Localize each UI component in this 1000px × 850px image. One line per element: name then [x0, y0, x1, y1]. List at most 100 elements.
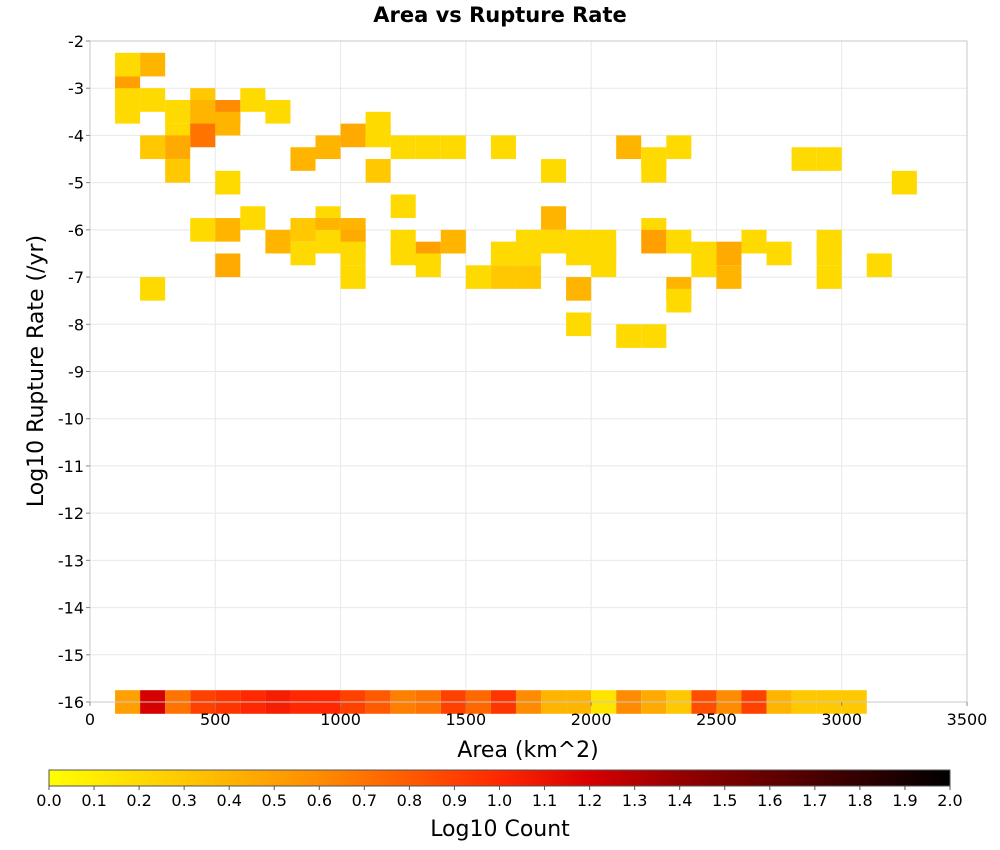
heatmap-cell	[566, 277, 592, 301]
heatmap-cell	[190, 218, 216, 242]
y-tick-label: -8	[68, 315, 84, 334]
heatmap-cell	[515, 241, 542, 266]
x-tick-label: 2500	[696, 710, 737, 729]
heatmap-cell	[215, 111, 241, 136]
colorbar-tick-label: 0.5	[262, 791, 287, 810]
colorbar-label: Log10 Count	[430, 817, 570, 842]
y-tick-label: -14	[58, 599, 84, 618]
colorbar-tick-label: 1.0	[487, 791, 512, 810]
heatmap-cell	[365, 159, 391, 183]
colorbar-tick-label: 1.8	[847, 791, 872, 810]
heatmap-cell	[566, 241, 592, 266]
heatmap-cell	[816, 147, 842, 171]
colorbar-tick-label: 0.4	[216, 791, 241, 810]
heatmap-cell	[440, 135, 466, 160]
heatmap-cell	[666, 135, 692, 160]
y-tick-label: -7	[68, 268, 84, 287]
y-tick-label: -15	[58, 646, 84, 665]
heatmap-cell	[741, 229, 767, 254]
y-tick-label: -4	[68, 126, 84, 145]
heatmap-cell	[641, 159, 667, 183]
y-axis-label: Log10 Rupture Rate (/yr)	[24, 235, 49, 507]
heatmap-cell	[816, 241, 842, 266]
x-axis-ticks: 0 500 1000 1500 2000 2500 3000 3500	[85, 702, 987, 729]
heatmap-cell	[490, 135, 516, 160]
heatmap-cells	[115, 52, 917, 714]
colorbar-tick-label: 0.8	[397, 791, 422, 810]
chart-title: Area vs Rupture Rate	[373, 3, 627, 27]
heatmap-cell	[340, 123, 366, 148]
colorbar-tick-label: 0.2	[126, 791, 151, 810]
colorbar-tick-label: 0.0	[36, 791, 61, 810]
x-axis-label: Area (km^2)	[457, 738, 598, 763]
x-tick-label: 0	[85, 710, 95, 729]
heatmap-cell	[115, 100, 141, 124]
heatmap-cell	[390, 241, 416, 266]
heatmap-cell	[165, 159, 191, 183]
colorbar-tick-label: 1.4	[667, 791, 692, 810]
heatmap-cell	[115, 52, 141, 77]
heatmap-cell	[541, 206, 567, 230]
heatmap-cell	[891, 170, 917, 195]
heatmap-cell	[515, 265, 542, 289]
grid-lines	[89, 40, 968, 703]
y-tick-label: -16	[58, 693, 84, 712]
heatmap-cell	[215, 253, 241, 278]
heatmap-cell	[766, 241, 792, 266]
y-axis-ticks: -2 -3 -4 -5 -6 -7 -8 -9 -10 -11 -12 -13 -14 -15 -16	[58, 32, 90, 712]
y-tick-label: -11	[58, 457, 84, 476]
heatmap-cell	[616, 135, 642, 160]
heatmap-cell	[465, 265, 491, 289]
heatmap-cell	[290, 218, 316, 242]
heatmap-cell	[616, 324, 642, 348]
heatmap-cell	[365, 123, 391, 148]
colorbar-tick-label: 0.7	[352, 791, 377, 810]
heatmap-cell	[215, 170, 241, 195]
y-tick-label: -13	[58, 551, 84, 570]
colorbar-tick-label: 0.3	[171, 791, 196, 810]
heatmap-cell	[165, 135, 191, 160]
colorbar-tick-label: 1.3	[622, 791, 647, 810]
y-tick-label: -2	[68, 32, 84, 51]
colorbar-tick-label: 1.9	[892, 791, 917, 810]
heatmap-cell	[716, 265, 742, 289]
heatmap-cell	[340, 241, 366, 266]
x-tick-label: 2000	[571, 710, 612, 729]
colorbar-tick-label: 1.7	[802, 791, 827, 810]
colorbar	[48, 769, 951, 787]
y-tick-label: -3	[68, 79, 84, 98]
heatmap-cell	[265, 229, 291, 254]
heatmap-cell	[791, 147, 817, 171]
y-tick-label: -6	[68, 221, 84, 240]
x-tick-label: 1500	[445, 710, 486, 729]
heatmap-cell	[165, 100, 191, 124]
y-tick-label: -5	[68, 174, 84, 193]
heatmap-cell	[390, 135, 416, 160]
heatmap-cell	[340, 265, 366, 289]
heatmap-cell	[190, 123, 216, 148]
y-tick-label: -10	[58, 410, 84, 429]
heatmap-cell	[591, 253, 617, 278]
y-tick-label: -9	[68, 363, 84, 382]
heatmap-cell	[415, 253, 441, 278]
heatmap-cell	[666, 288, 692, 313]
heatmap-cell	[240, 206, 266, 230]
heatmap-cell	[566, 312, 592, 337]
heatmap-cell	[716, 241, 742, 266]
heatmap-cell	[140, 277, 166, 301]
heatmap-cell	[140, 88, 166, 112]
heatmap-cell	[490, 241, 516, 266]
colorbar-tick-label: 0.9	[442, 791, 467, 810]
heatmap-cell	[290, 241, 316, 266]
heatmap-cell	[140, 135, 166, 160]
heatmap-cell	[240, 88, 266, 112]
heatmap-cell	[290, 147, 316, 171]
x-tick-label: 3500	[947, 710, 988, 729]
x-tick-label: 1000	[320, 710, 361, 729]
heatmap-cell	[866, 253, 892, 278]
heatmap-cell	[816, 265, 842, 289]
heatmap-cell	[541, 159, 567, 183]
heatmap-cell	[315, 135, 341, 160]
y-tick-label: -12	[58, 504, 84, 523]
